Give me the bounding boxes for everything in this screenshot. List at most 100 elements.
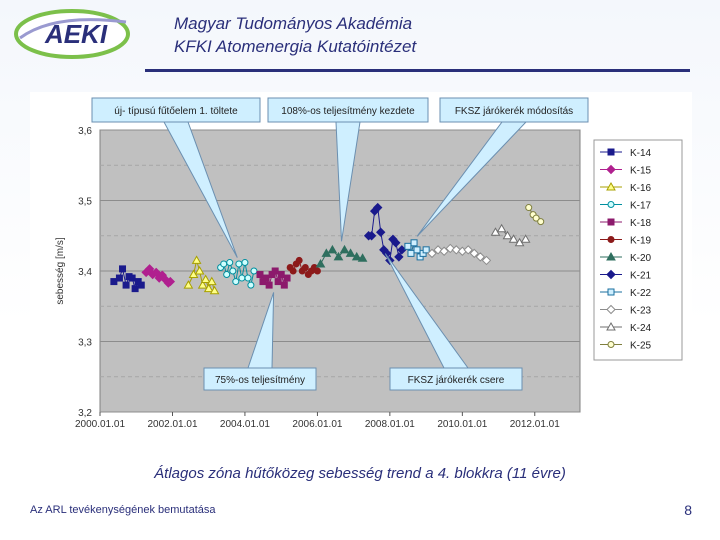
legend-label-K-24: K-24 (630, 323, 652, 334)
data-point-K-18 (256, 271, 264, 279)
data-point-K-14 (110, 278, 118, 286)
header-title-line1: Magyar Tudományos Akadémia (174, 14, 413, 33)
data-point-K-23 (439, 246, 449, 256)
data-point-K-14 (131, 285, 139, 293)
data-point-K-21 (376, 227, 386, 237)
data-point-K-17 (220, 260, 228, 268)
data-point-K-24 (520, 234, 531, 243)
page-number: 8 (684, 502, 692, 518)
data-point-K-15 (151, 267, 161, 278)
data-point-K-14 (128, 274, 136, 282)
data-point-K-16 (194, 265, 205, 275)
legend-marker-K-17 (607, 201, 615, 208)
data-point-K-20 (357, 253, 368, 262)
legend-marker-K-22 (607, 288, 615, 296)
legend-label-K-23: K-23 (630, 306, 652, 317)
header-divider (145, 69, 690, 72)
data-point-K-17 (241, 259, 249, 267)
legend-marker-K-23 (606, 304, 616, 315)
data-point-K-17 (250, 267, 258, 275)
data-point-K-22 (407, 249, 415, 257)
annotation-text: új- típusú fűtőelem 1. töltete (114, 106, 238, 117)
data-point-K-18 (274, 278, 282, 286)
data-point-K-16 (209, 285, 220, 295)
data-point-K-23 (427, 248, 437, 259)
x-tick-label: 2000.01.01 (75, 419, 125, 430)
data-point-K-19 (301, 263, 309, 271)
legend-marker-K-15 (606, 164, 616, 175)
data-point-K-17 (232, 278, 240, 286)
data-point-K-22 (413, 246, 421, 254)
data-point-K-20 (339, 244, 350, 254)
data-point-K-15 (144, 264, 155, 274)
x-tick-label: 2012.01.01 (510, 419, 560, 430)
annotation-text: 75%-os teljesítmény (215, 375, 305, 386)
annotation-box (203, 367, 317, 391)
x-tick-label: 2010.01.01 (437, 419, 487, 430)
legend-label-K-19: K-19 (630, 236, 652, 247)
legend-marker-K-21 (606, 269, 616, 280)
data-point-K-23 (469, 248, 479, 259)
chart-caption: Átlagos zóna hűtőközeg sebesség trend a … (154, 465, 566, 482)
data-point-K-19 (295, 256, 303, 264)
data-point-K-20 (315, 258, 326, 268)
data-point-K-20 (327, 244, 338, 254)
x-tick-label: 2006.01.01 (292, 419, 342, 430)
data-point-K-23 (475, 252, 486, 262)
data-point-K-18 (271, 267, 279, 275)
data-point-K-22 (422, 246, 430, 254)
data-point-K-22 (410, 239, 418, 247)
data-point-K-14 (137, 281, 145, 289)
data-point-K-17 (238, 274, 246, 282)
chart-svg: 3,2 3,3 3,4 3,5 3,6 2000.01.01 2002.01.01 2004.… (30, 92, 692, 452)
data-point-K-22 (404, 242, 412, 250)
data-point-K-18 (280, 281, 288, 289)
data-point-K-17 (226, 259, 234, 267)
y-tick-label: 3,4 (78, 267, 92, 278)
annotation-text: FKSZ járókerék módosítás (455, 106, 573, 117)
data-point-K-17 (244, 274, 252, 282)
data-point-K-17 (247, 281, 255, 289)
footer-text: Az ARL tevékenységének bemutatása (30, 504, 216, 516)
data-point-K-21 (394, 252, 404, 262)
data-point-K-23 (481, 255, 492, 266)
legend-marker-K-20 (606, 251, 616, 261)
legend-label-K-22: K-22 (630, 288, 652, 299)
legend-marker-K-19 (607, 236, 615, 243)
legend-marker-K-16 (606, 181, 616, 191)
legend-marker-K-18 (607, 218, 615, 226)
data-point-K-14 (122, 281, 130, 289)
annotation-text: 108%-os teljesítmény kezdete (281, 106, 415, 117)
legend-label-K-21: K-21 (630, 271, 652, 282)
annotation-box (439, 97, 589, 123)
annotation-box (267, 97, 429, 123)
legend-label-K-14: K-14 (630, 148, 652, 159)
legend-label-K-17: K-17 (630, 201, 652, 212)
data-point-K-21 (373, 202, 383, 213)
data-point-K-24 (502, 230, 513, 240)
data-point-K-20 (345, 248, 356, 257)
legend-label-K-16: K-16 (630, 183, 652, 194)
velocity-trend-chart: 3,2 3,3 3,4 3,5 3,6 2000.01.01 2002.01.01 2004.… (30, 92, 692, 452)
aeki-logo: AEKI (14, 8, 132, 60)
data-point-K-17 (235, 260, 243, 268)
data-point-K-17 (229, 267, 237, 275)
annotation-box (389, 367, 523, 391)
data-point-K-16 (206, 276, 217, 286)
x-tick-label: 2004.01.01 (220, 419, 270, 430)
data-point-K-18 (265, 281, 273, 289)
data-point-K-18 (262, 274, 270, 282)
legend-label-K-25: K-25 (630, 341, 652, 352)
legend-label-K-15: K-15 (630, 166, 652, 177)
data-point-K-19 (313, 267, 321, 275)
data-point-K-16 (191, 255, 202, 264)
data-point-K-24 (496, 223, 507, 233)
data-point-K-18 (277, 271, 285, 279)
data-point-K-25 (537, 218, 545, 226)
x-tick-label: 2008.01.01 (365, 419, 415, 430)
legend-marker-K-24 (606, 321, 616, 331)
data-point-K-16 (203, 283, 214, 293)
annotation-box (91, 97, 261, 123)
y-tick-label: 3,3 (78, 338, 92, 349)
svg-text:AEKI: AEKI (44, 19, 108, 49)
